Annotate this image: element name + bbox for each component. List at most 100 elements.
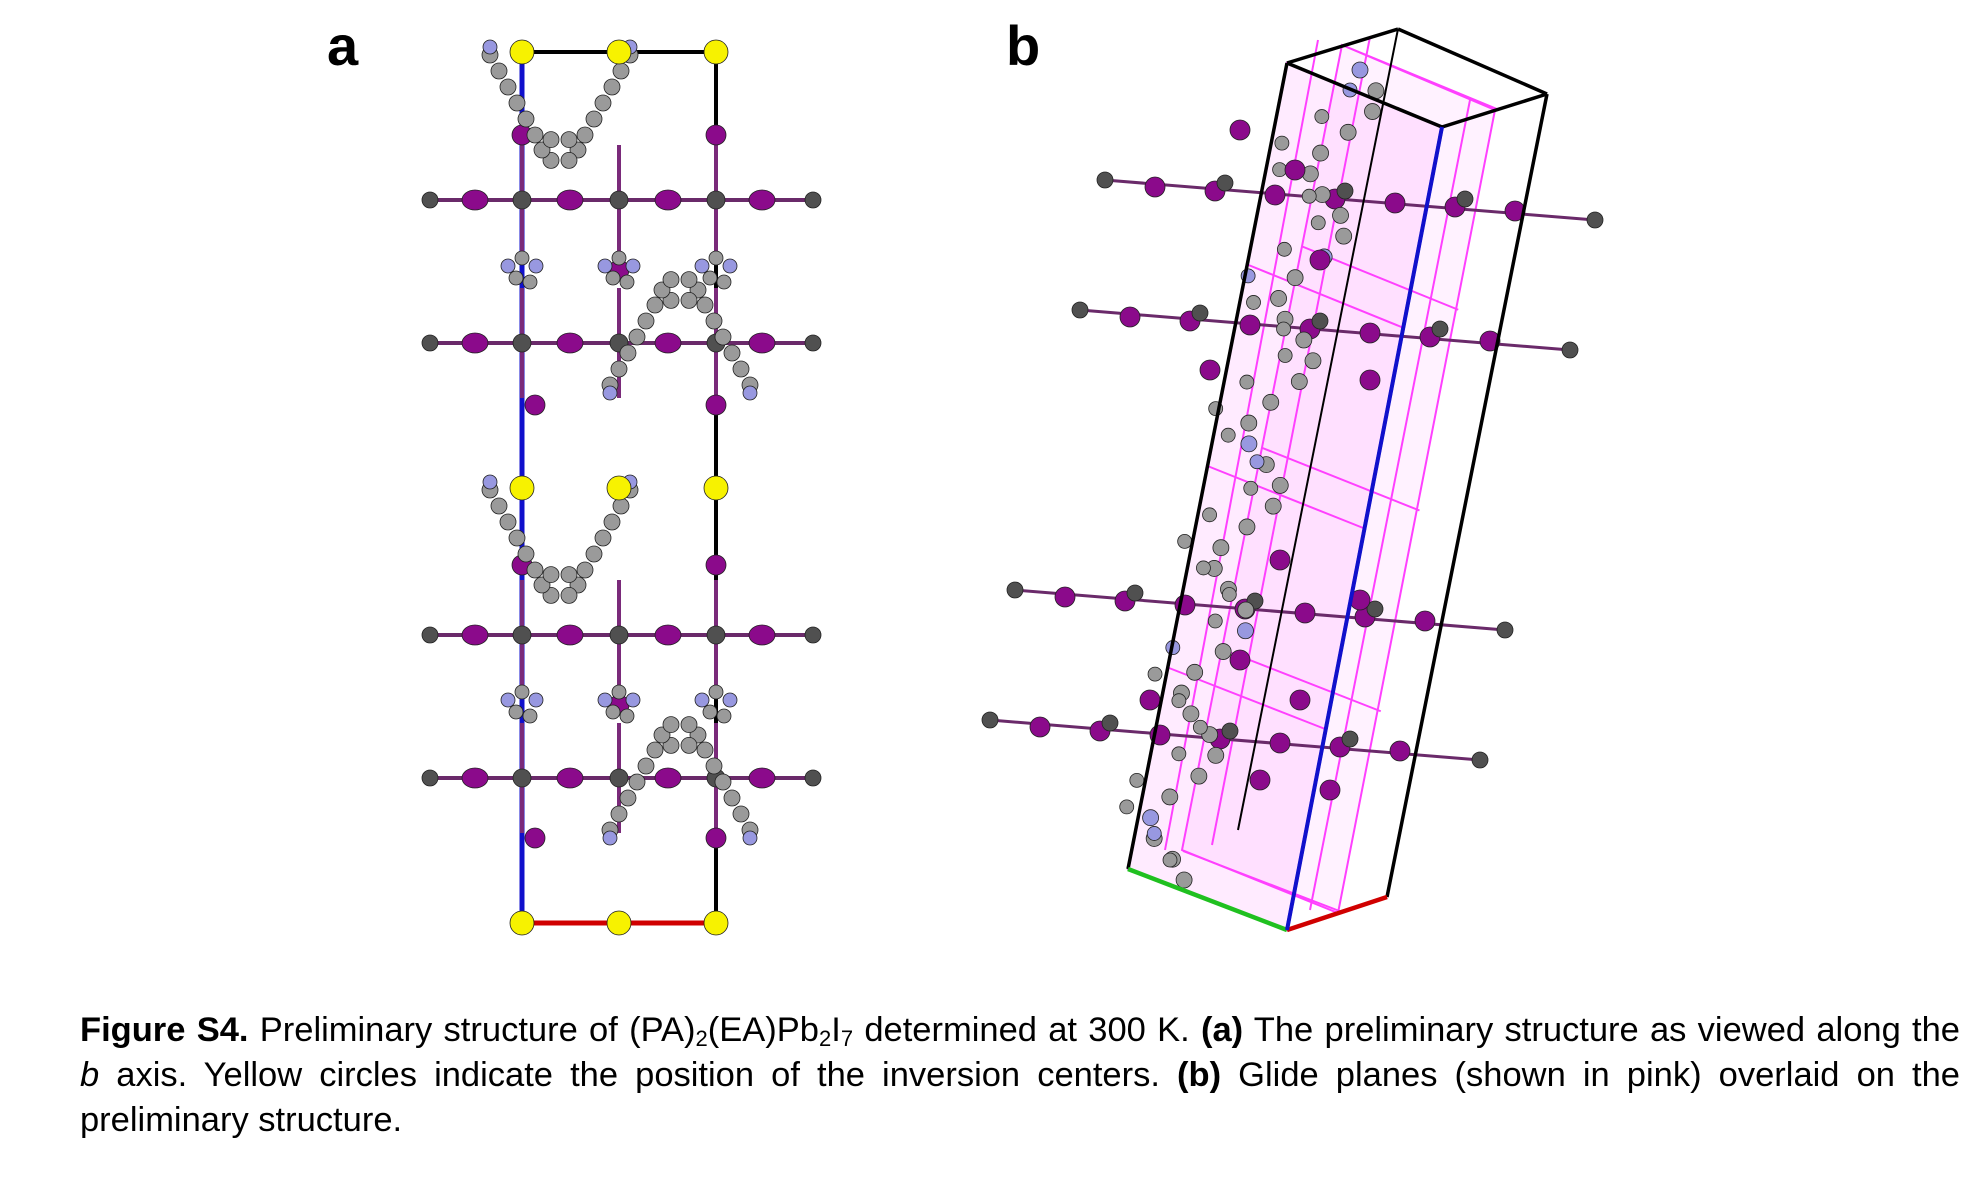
lead-atom [1191, 304, 1209, 322]
iodine-atom [461, 189, 489, 211]
iodine-atom [556, 767, 584, 789]
carbon-atom [1335, 227, 1353, 245]
carbon-atom [696, 296, 714, 314]
carbon-atom [526, 126, 544, 144]
carbon-atom [499, 78, 517, 96]
carbon-atom [1162, 852, 1178, 868]
carbon-atom [560, 586, 578, 604]
carbon-atom [662, 271, 680, 289]
glide-line [1207, 465, 1365, 530]
carbon-atom [585, 545, 603, 563]
inversion-centers [509, 39, 729, 936]
carbon-atom [696, 741, 714, 759]
iodine-atom [1269, 549, 1291, 571]
nitrogen-atom [694, 258, 710, 274]
lead-atom [1471, 751, 1489, 769]
iodine-atom [654, 624, 682, 646]
carbon-atom [716, 274, 732, 290]
iodine-atom [1119, 306, 1141, 328]
iodine-atom [705, 554, 727, 576]
nitrogen-atom [528, 258, 544, 274]
iodine-atom [1284, 159, 1306, 181]
carbon-atom [619, 789, 637, 807]
inversion-center [509, 475, 535, 501]
carbon-atom [1332, 206, 1349, 224]
carbon-atom [1192, 719, 1208, 735]
carbon-atom [522, 274, 538, 290]
carbon-atom [1238, 518, 1256, 536]
carbon-atom [499, 513, 517, 531]
carbon-atom [576, 126, 594, 144]
carbon-atom [680, 716, 698, 734]
iodine-atom [1249, 769, 1271, 791]
nitrogen-atom [500, 692, 516, 708]
carbon-atom [1161, 788, 1179, 806]
carbon-atom [702, 704, 718, 720]
caption-text-1: Preliminary structure of (PA) [248, 1011, 696, 1049]
iodine-atom [1269, 732, 1291, 754]
carbon-atom [1240, 414, 1258, 432]
iodine-atom [705, 394, 727, 416]
inversion-center [703, 39, 729, 65]
inversion-center [509, 39, 535, 65]
carbon-atom [1196, 560, 1211, 576]
carbon-atom [1190, 767, 1208, 785]
glide-line [1262, 447, 1420, 512]
nitrogen-atom [597, 258, 613, 274]
lead-atom [421, 191, 439, 209]
lead-atom [804, 769, 822, 787]
iodine-atom [1384, 192, 1406, 214]
caption-text-5: The preliminary structure as viewed alon… [1243, 1011, 1960, 1049]
lead-atom [421, 769, 439, 787]
inversion-center [509, 910, 535, 936]
iodine-atom [1144, 176, 1166, 198]
carbon-atom [646, 296, 664, 314]
lead-atom [1101, 714, 1119, 732]
carbon-atom [611, 250, 627, 266]
carbon-atom [1177, 533, 1193, 549]
carbon-atom [705, 312, 723, 330]
carbon-atom [517, 110, 535, 128]
carbon-atom [612, 497, 630, 515]
carbon-atom [1314, 109, 1330, 124]
caption-axis: b [80, 1056, 100, 1094]
carbon-atom [1277, 348, 1293, 363]
iodine-atom [748, 624, 776, 646]
c-axis-line-b [1285, 126, 1444, 931]
carbon-atom [594, 529, 612, 547]
iodine-atom [1229, 649, 1251, 671]
lead-atom [1431, 320, 1449, 338]
caption-sub-3: 7 [840, 1026, 854, 1051]
nitrogen-atom [482, 474, 498, 490]
atoms-b [981, 61, 1604, 889]
carbon-atom [732, 360, 750, 378]
panel-label-b: b [1006, 14, 1041, 77]
carbon-atom [1276, 321, 1291, 337]
iodine-atom [654, 767, 682, 789]
carbon-atom [514, 684, 530, 700]
iodine-atom [1054, 586, 1076, 608]
carbon-atom [522, 708, 538, 724]
nitrogen-atom [597, 692, 613, 708]
iodine-atom [1139, 689, 1161, 711]
carbon-atom [1142, 809, 1159, 827]
iodine-atom [705, 124, 727, 146]
lead-atom [1456, 190, 1474, 208]
carbon-atom [723, 344, 741, 362]
iodine-atom [524, 827, 546, 849]
carbon-atom [1171, 693, 1187, 709]
carbon-atom [619, 344, 637, 362]
lead-atom [1366, 600, 1384, 618]
lead-atom [1586, 211, 1604, 229]
carbon-atom [1186, 663, 1204, 681]
glide-line [1309, 99, 1471, 911]
carbon-atom [1239, 374, 1255, 390]
lead-atom [1336, 182, 1354, 200]
iodine-atom [705, 827, 727, 849]
carbon-atom [1182, 705, 1200, 723]
carbon-atom [1276, 241, 1292, 257]
carbon-atom [508, 529, 526, 547]
caption-a-label: (a) [1200, 1011, 1244, 1049]
glide-line [1341, 44, 1498, 110]
iodine-atom [1359, 369, 1381, 391]
